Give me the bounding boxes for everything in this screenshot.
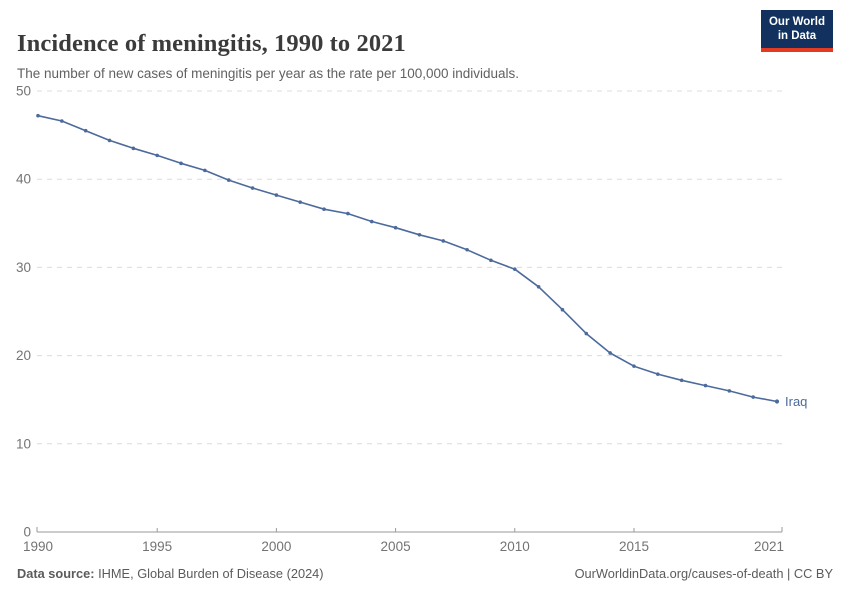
data-point[interactable] <box>298 200 303 204</box>
chart-subtitle: The number of new cases of meningitis pe… <box>17 65 520 81</box>
line-chart[interactable]: 0 10 20 30 40 50 1990 1995 2000 2005 2010 2015 2021 I… <box>0 80 850 560</box>
y-tick-label: 50 <box>16 84 31 99</box>
data-point[interactable] <box>560 307 565 312</box>
data-point[interactable] <box>393 225 398 230</box>
data-point[interactable] <box>512 267 517 271</box>
x-tick-label: 2010 <box>500 539 530 554</box>
trend-line[interactable] <box>37 114 778 403</box>
data-point[interactable] <box>465 247 469 252</box>
data-point[interactable] <box>727 389 732 393</box>
page-title: Incidence of meningitis, 1990 to 2021 <box>17 30 406 58</box>
data-point[interactable] <box>226 178 231 182</box>
footer-source-text: IHME, Global Burden of Disease (2024) <box>94 566 324 581</box>
x-tick-label: 2021 <box>754 539 784 554</box>
data-point[interactable] <box>608 351 612 355</box>
x-tick-label: 1995 <box>142 539 172 554</box>
series-label-iraq: Iraq <box>785 394 807 409</box>
data-point[interactable] <box>417 232 422 237</box>
footer-source-label: Data source: <box>17 566 95 581</box>
data-point[interactable] <box>751 395 755 399</box>
data-point[interactable] <box>346 211 350 216</box>
data-point[interactable] <box>632 364 636 368</box>
data-point[interactable] <box>369 219 374 224</box>
data-point[interactable] <box>656 372 660 376</box>
data-point[interactable] <box>322 207 326 211</box>
y-tick-label: 20 <box>16 348 31 363</box>
chart-footer: Data source: IHME, Global Burden of Dise… <box>0 566 850 581</box>
data-point[interactable] <box>441 239 446 243</box>
x-tick-label: 2005 <box>381 539 411 554</box>
data-point[interactable] <box>250 186 255 190</box>
y-tick-label: 30 <box>16 260 31 275</box>
data-point[interactable] <box>203 168 207 173</box>
y-tick-label: 0 <box>23 525 31 540</box>
data-point[interactable] <box>179 161 183 166</box>
data-point[interactable] <box>584 331 589 336</box>
data-point[interactable] <box>83 128 88 133</box>
data-point[interactable] <box>60 119 64 123</box>
y-tick-label: 10 <box>16 436 31 451</box>
footer-source[interactable]: Data source: IHME, Global Burden of Dise… <box>17 566 324 581</box>
data-point[interactable] <box>155 153 159 158</box>
data-point[interactable] <box>36 113 40 118</box>
owid-logo-line1: Our World <box>768 16 825 28</box>
x-tick-label: 2000 <box>261 539 291 554</box>
y-tick-label: 40 <box>16 172 31 187</box>
x-tick-label: 1990 <box>23 539 53 554</box>
data-point[interactable] <box>774 399 780 404</box>
data-point[interactable] <box>489 258 493 263</box>
owid-logo-line2: in Data <box>777 29 817 42</box>
x-tick-label: 2015 <box>619 539 649 554</box>
data-point[interactable] <box>536 285 541 289</box>
data-point[interactable] <box>274 193 279 197</box>
owid-logo[interactable]: Our World in Data <box>760 10 833 52</box>
data-point[interactable] <box>679 378 684 383</box>
data-point[interactable] <box>107 138 112 143</box>
data-point[interactable] <box>703 383 708 388</box>
data-point[interactable] <box>131 146 136 151</box>
footer-credit[interactable]: OurWorldinData.org/causes-of-death | CC … <box>574 566 833 581</box>
